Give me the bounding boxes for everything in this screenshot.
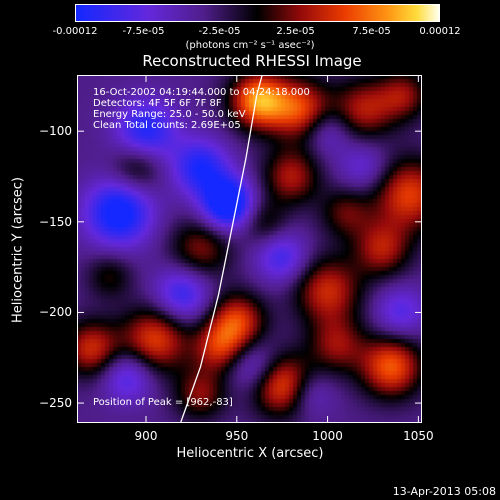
annotation-counts: Clean Total counts: 2.69E+05 bbox=[93, 120, 241, 131]
x-tick-label: 1000 bbox=[312, 429, 343, 443]
x-tick-label: 1050 bbox=[403, 429, 434, 443]
y-tick-label: −100 bbox=[39, 124, 72, 139]
annotation-time: 16-Oct-2002 04:19:44.000 to 04:24:18.000 bbox=[93, 87, 310, 98]
colorbar-units: (photons cm⁻² s⁻¹ asec⁻²) bbox=[185, 40, 315, 51]
colorbar-tick-label: -7.5e-05 bbox=[122, 26, 165, 37]
x-tick-label: 950 bbox=[225, 429, 249, 443]
colorbar-tick-label: -2.5e-05 bbox=[198, 26, 241, 37]
x-tick-label: 900 bbox=[134, 429, 158, 443]
plot-area: 16-Oct-2002 04:19:44.000 to 04:24:18.000… bbox=[77, 75, 422, 423]
plot-frame bbox=[77, 75, 422, 423]
annotation-peak-position: Position of Peak = [962,-83] bbox=[93, 397, 233, 408]
y-tick-label: −200 bbox=[39, 305, 72, 320]
solar-limb-curve bbox=[179, 75, 263, 423]
timestamp: 13-Apr-2013 05:08 bbox=[392, 485, 496, 498]
y-axis-label: Heliocentric Y (arcsec) bbox=[10, 177, 26, 323]
plot-overlay bbox=[77, 75, 422, 423]
heatmap-image bbox=[77, 75, 422, 423]
annotation-energy: Energy Range: 25.0 - 50.0 keV bbox=[93, 109, 246, 120]
x-axis-label: Heliocentric X (arcsec) bbox=[176, 446, 324, 461]
colorbar-tick-label: 0.00012 bbox=[419, 26, 461, 37]
colorbar bbox=[75, 4, 440, 22]
axis-tick-marks bbox=[77, 75, 422, 423]
colorbar-tick-label: -0.00012 bbox=[52, 26, 98, 37]
y-tick-label: −250 bbox=[39, 396, 72, 411]
colorbar-tick-label: 7.5e-05 bbox=[352, 26, 391, 37]
chart-title: Reconstructed RHESSI Image bbox=[142, 52, 362, 70]
annotation-detectors: Detectors: 4F 5F 6F 7F 8F bbox=[93, 98, 222, 109]
colorbar-tick-label: 2.5e-05 bbox=[276, 26, 315, 37]
y-tick-label: −150 bbox=[39, 214, 72, 229]
